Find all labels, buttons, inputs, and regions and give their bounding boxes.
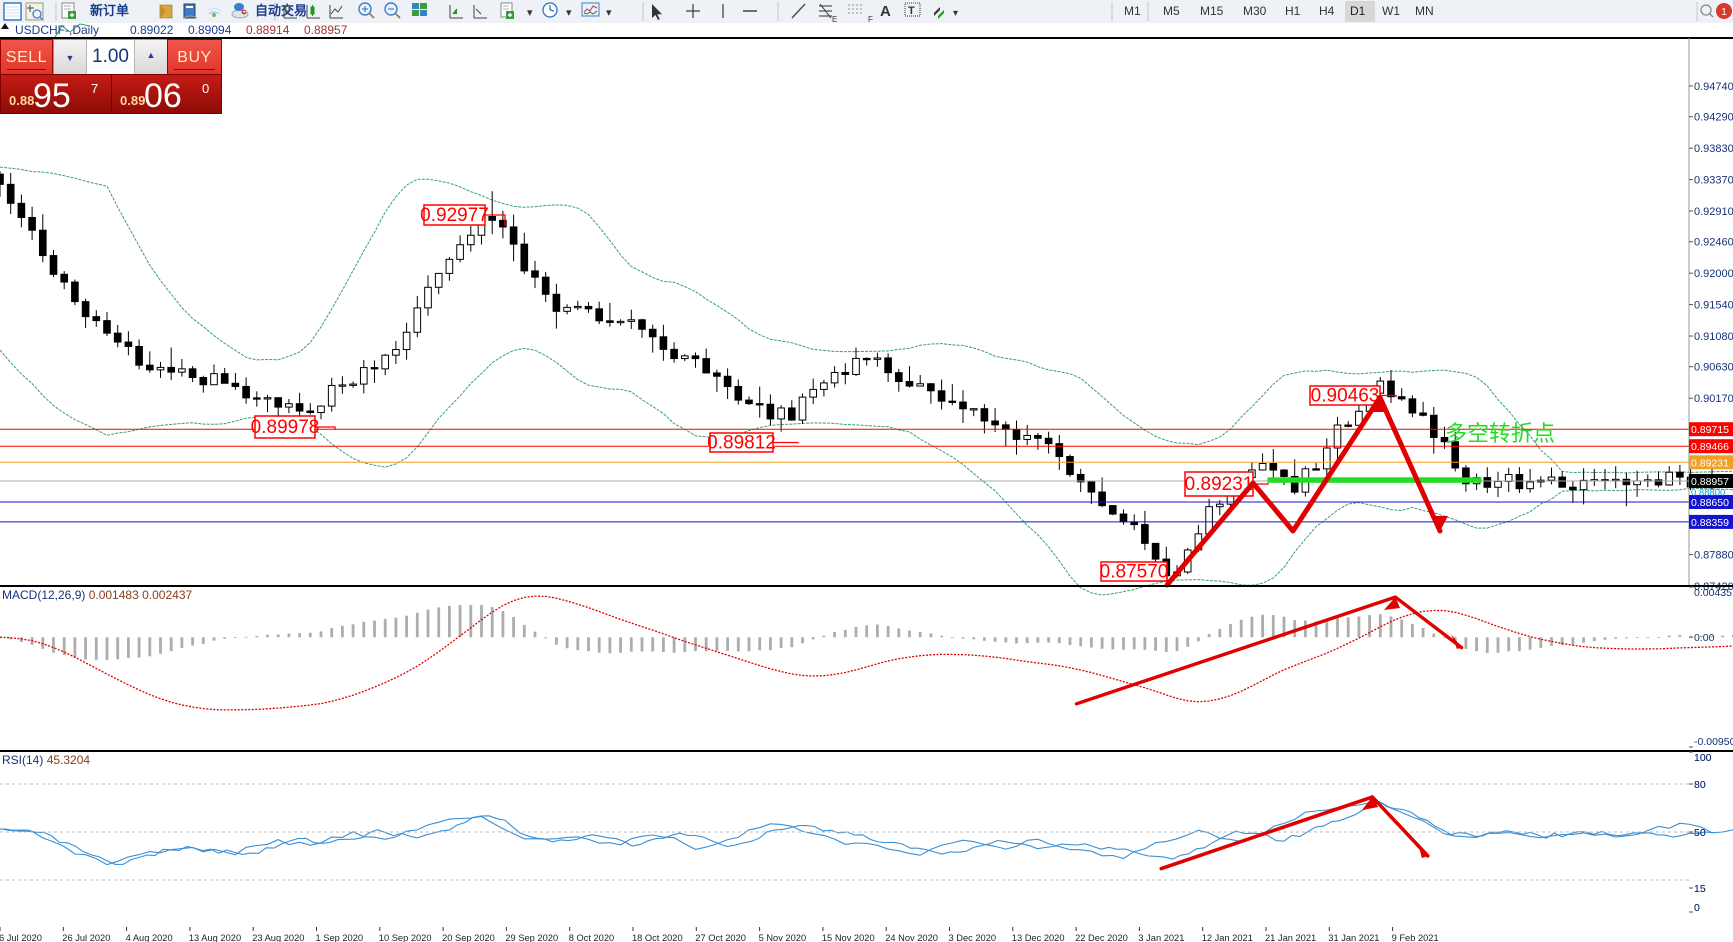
svg-text:0.89812: 0.89812 (707, 433, 776, 454)
svg-text:29 Sep 2020: 29 Sep 2020 (505, 933, 558, 942)
svg-text:0.88800: 0.88800 (1691, 488, 1725, 499)
svg-text:USDCHF-,Daily: USDCHF-,Daily (15, 23, 99, 37)
svg-text:100: 100 (1694, 752, 1712, 764)
svg-text:0.89715: 0.89715 (1691, 424, 1729, 436)
svg-text:80: 80 (1694, 779, 1706, 791)
svg-text:9 Feb 2021: 9 Feb 2021 (1392, 933, 1439, 942)
svg-text:0.92977: 0.92977 (420, 205, 489, 226)
svg-text:4 Aug 2020: 4 Aug 2020 (126, 933, 173, 942)
svg-text:T: T (908, 5, 915, 17)
svg-text:0.90463: 0.90463 (1311, 386, 1380, 407)
svg-text:0.94290: 0.94290 (1694, 112, 1733, 124)
svg-text:8 Oct 2020: 8 Oct 2020 (569, 933, 614, 942)
svg-text:E: E (832, 15, 837, 23)
svg-text:20 Sep 2020: 20 Sep 2020 (442, 933, 495, 942)
svg-text:6 Jul 2020: 6 Jul 2020 (0, 933, 42, 942)
svg-text:26 Jul 2020: 26 Jul 2020 (62, 933, 110, 942)
svg-text:0.88359: 0.88359 (1691, 517, 1729, 529)
svg-text:F: F (868, 15, 873, 23)
svg-text:多空转折点: 多空转折点 (1445, 421, 1555, 446)
svg-text:1: 1 (1721, 7, 1727, 18)
svg-text:MN: MN (1415, 4, 1434, 18)
svg-text:0.88914: 0.88914 (246, 23, 290, 37)
svg-text:0.89094: 0.89094 (188, 23, 232, 37)
svg-text:▾: ▾ (606, 7, 612, 19)
svg-text:▾: ▾ (566, 7, 572, 19)
svg-text:自动交易: 自动交易 (255, 3, 307, 18)
svg-text:18 Oct 2020: 18 Oct 2020 (632, 933, 683, 942)
svg-text:0.93370: 0.93370 (1694, 175, 1733, 187)
svg-text:0.90630: 0.90630 (1694, 362, 1733, 374)
svg-text:0.92000: 0.92000 (1694, 268, 1733, 280)
svg-text:22 Dec 2020: 22 Dec 2020 (1075, 933, 1128, 942)
svg-text:0.91540: 0.91540 (1694, 300, 1733, 312)
svg-text:M1: M1 (1124, 4, 1141, 18)
svg-text:1 Sep 2020: 1 Sep 2020 (316, 933, 364, 942)
svg-text:15 Nov 2020: 15 Nov 2020 (822, 933, 875, 942)
svg-text:M30: M30 (1243, 4, 1267, 18)
svg-text:0.87880: 0.87880 (1694, 550, 1733, 562)
svg-text:12 Jan 2021: 12 Jan 2021 (1202, 933, 1253, 942)
svg-text:新订单: 新订单 (90, 3, 129, 18)
svg-text:A: A (880, 3, 891, 20)
svg-text:H1: H1 (1285, 4, 1301, 18)
svg-text:23 Aug 2020: 23 Aug 2020 (252, 933, 304, 942)
svg-text:24 Nov 2020: 24 Nov 2020 (885, 933, 938, 942)
svg-text:0.89022: 0.89022 (130, 23, 174, 37)
svg-text:3 Jan 2021: 3 Jan 2021 (1138, 933, 1184, 942)
svg-text:0.88957: 0.88957 (304, 23, 348, 37)
svg-text:10 Sep 2020: 10 Sep 2020 (379, 933, 432, 942)
svg-text:0.92460: 0.92460 (1694, 237, 1733, 249)
svg-text:0.89466: 0.89466 (1691, 441, 1729, 453)
svg-text:5 Nov 2020: 5 Nov 2020 (759, 933, 807, 942)
svg-text:0.94740: 0.94740 (1694, 81, 1733, 93)
svg-text:0.88650: 0.88650 (1691, 497, 1729, 509)
svg-text:-0.009504: -0.009504 (1694, 736, 1733, 748)
svg-text:31 Jan 2021: 31 Jan 2021 (1328, 933, 1379, 942)
svg-text:0.89231: 0.89231 (1691, 457, 1729, 469)
svg-text:0.90170: 0.90170 (1694, 393, 1733, 405)
svg-text:H4: H4 (1319, 4, 1335, 18)
svg-text:0.00: 0.00 (1694, 632, 1715, 644)
svg-text:0.92910: 0.92910 (1694, 206, 1733, 218)
svg-text:15: 15 (1694, 883, 1706, 895)
svg-text:M5: M5 (1163, 4, 1180, 18)
svg-text:13 Dec 2020: 13 Dec 2020 (1012, 933, 1065, 942)
svg-text:50: 50 (1694, 827, 1706, 839)
svg-text:▾: ▾ (527, 7, 533, 19)
svg-text:0.88957: 0.88957 (1691, 476, 1729, 488)
svg-text:0.91080: 0.91080 (1694, 331, 1733, 343)
svg-text:0: 0 (1694, 902, 1700, 914)
svg-text:13 Aug 2020: 13 Aug 2020 (189, 933, 241, 942)
svg-text:0.004351: 0.004351 (1694, 587, 1733, 599)
svg-text:0.93830: 0.93830 (1694, 143, 1733, 155)
svg-text:▾: ▾ (953, 8, 958, 19)
svg-text:21 Jan 2021: 21 Jan 2021 (1265, 933, 1316, 942)
svg-text:3 Dec 2020: 3 Dec 2020 (949, 933, 997, 942)
svg-text:27 Oct 2020: 27 Oct 2020 (695, 933, 746, 942)
svg-text:0.87570: 0.87570 (1100, 562, 1169, 583)
svg-text:M15: M15 (1200, 4, 1224, 18)
svg-text:D1: D1 (1350, 4, 1366, 18)
svg-text:0.89978: 0.89978 (251, 417, 320, 438)
svg-text:W1: W1 (1382, 4, 1400, 18)
